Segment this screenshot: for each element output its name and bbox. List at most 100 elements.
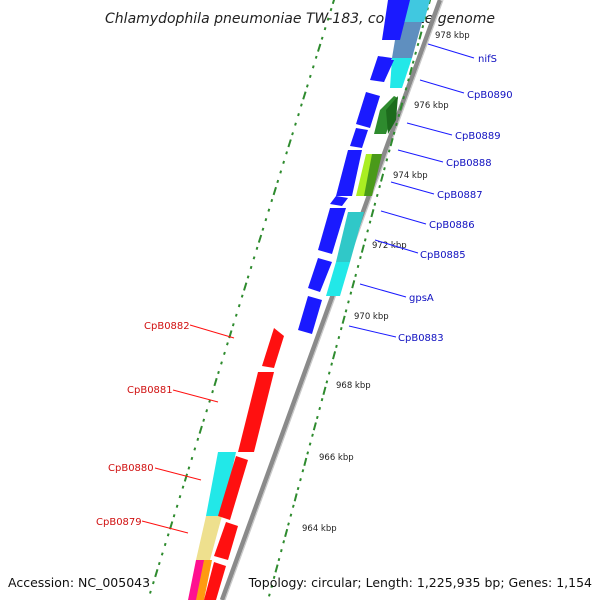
ruler-minor-tick [308, 442, 312, 446]
ruler-minor-tick [329, 7, 333, 12]
ruler-major-tick [272, 186, 277, 196]
ruler-minor-tick [175, 504, 179, 508]
label-cpb0888[interactable]: CpB0888 [446, 158, 492, 169]
ruler-minor-tick [157, 561, 161, 566]
ruler-major-tick [428, 0, 432, 5]
gene-blue-1[interactable] [356, 92, 380, 128]
ruler-minor-tick [411, 60, 415, 64]
label-cpb0880[interactable]: CpB0880 [108, 463, 154, 474]
ruler-minor-tick [305, 84, 309, 88]
label-cpb0886[interactable]: CpB0886 [429, 220, 475, 231]
gene-orange-lower[interactable] [196, 560, 212, 600]
label-cpb0889[interactable]: CpB0889 [455, 131, 501, 142]
ruler-minor-tick [291, 504, 295, 508]
label-cpb0883[interactable]: CpB0883 [398, 333, 444, 344]
ruler-minor-tick [289, 513, 293, 517]
gene-blue-4[interactable] [330, 196, 348, 206]
gene-blue-7[interactable] [298, 296, 322, 334]
gene-blue-2[interactable] [350, 128, 368, 148]
ruler-minor-tick [234, 313, 238, 317]
ruler-minor-tick [314, 55, 318, 59]
ruler-minor-tick [414, 51, 417, 55]
ruler-minor-tick [217, 370, 220, 375]
gene-cpb0890-blue[interactable] [370, 56, 392, 82]
ruler-minor-tick [166, 533, 170, 537]
ruler-major-tick [257, 234, 263, 243]
ruler-minor-tick [255, 246, 259, 250]
gene-red-cpb0882[interactable] [262, 328, 284, 368]
ruler-major-tick [303, 457, 308, 466]
ruler-major-tick [370, 209, 375, 218]
gene-blue-6[interactable] [308, 258, 332, 292]
ruler-minor-tick [279, 170, 283, 174]
ruler-minor-tick [226, 342, 229, 346]
gene-cpb0888-dark[interactable] [364, 154, 382, 196]
gene-red-cpb0880[interactable] [218, 456, 248, 520]
ruler-minor-tick [240, 294, 244, 298]
label-cpb0887[interactable]: CpB0887 [437, 190, 483, 201]
label-cpb0890[interactable]: CpB0890 [467, 90, 513, 101]
label-cpb0881[interactable]: CpB0881 [127, 385, 173, 396]
ruler-major-tick [183, 473, 189, 482]
ruler-label-978: 978 kbp [435, 31, 470, 41]
ruler-major-tick [302, 91, 307, 100]
gene-blue-3[interactable] [336, 150, 362, 196]
ruler-minor-tick [152, 581, 155, 585]
ruler-major-tick [418, 31, 423, 40]
ruler-minor-tick [187, 466, 191, 470]
ruler-minor-tick [300, 103, 303, 107]
forward-label-leaders [348, 43, 475, 338]
ruler-major-tick [341, 315, 346, 324]
ruler-minor-tick [326, 17, 330, 21]
gene-magenta-lower[interactable] [188, 560, 206, 600]
ruler-minor-tick [297, 113, 300, 117]
label-cpb0879[interactable]: CpB0879 [96, 517, 142, 528]
ruler-minor-tick [299, 478, 302, 482]
gene-red-bottom[interactable] [204, 562, 226, 600]
gene-red-cpb0881[interactable] [238, 372, 274, 452]
label-gpsa[interactable]: gpsA [409, 293, 434, 304]
ruler-minor-tick [294, 122, 297, 126]
ruler-major-tick [332, 351, 337, 360]
ruler-minor-tick [249, 265, 253, 270]
ruler-label-974: 974 kbp [393, 171, 428, 181]
ruler-minor-tick [223, 351, 226, 356]
ruler-minor-tick [296, 486, 300, 491]
ruler-minor-tick [311, 65, 315, 69]
label-cpb0882[interactable]: CpB0882 [144, 321, 190, 332]
ruler-minor-tick [363, 238, 367, 242]
ruler-label-970: 970 kbp [354, 312, 389, 322]
ruler-minor-tick [385, 158, 389, 162]
ruler-minor-tick [349, 291, 353, 295]
gene-cpb0887[interactable] [336, 212, 364, 262]
reverse-gene-labels: CpB0882 CpB0881 CpB0880 CpB0879 [96, 321, 190, 528]
ruler-minor-tick [356, 264, 360, 269]
ruler-major-tick [287, 139, 292, 148]
gene-blue-5[interactable] [318, 208, 346, 254]
ruler-major-tick [399, 102, 404, 111]
gene-red-cpb0879[interactable] [214, 522, 238, 560]
gene-cpb0890-arrow[interactable] [390, 58, 412, 88]
ruler-minor-tick [282, 160, 286, 165]
label-cpb0885[interactable]: CpB0885 [420, 250, 466, 261]
ruler-major-tick [198, 425, 203, 434]
ruler-label-976: 976 kbp [414, 101, 449, 111]
ruler-major-tick [293, 493, 298, 502]
ruler-minor-tick [264, 218, 268, 222]
gene-outer-top[interactable] [382, 0, 410, 40]
ruler-minor-tick [277, 557, 281, 562]
ruler-minor-tick [246, 275, 250, 279]
gene-cyan-lower[interactable] [206, 452, 236, 516]
label-nifs[interactable]: nifS [478, 54, 497, 65]
ruler-minor-tick [287, 522, 290, 526]
gene-khaki-lower[interactable] [196, 516, 222, 560]
ruler-minor-tick [423, 16, 427, 20]
genome-backbone-shade [224, 0, 444, 600]
ruler-minor-tick [375, 193, 379, 198]
ruler-label-972: 972 kbp [372, 241, 407, 251]
ruler-minor-tick [323, 27, 327, 31]
ruler-minor-tick [387, 149, 391, 153]
gene-cpb0889-dark[interactable] [386, 96, 398, 134]
gene-cpb0887-light[interactable] [326, 262, 350, 296]
ruler-minor-tick [178, 495, 182, 499]
